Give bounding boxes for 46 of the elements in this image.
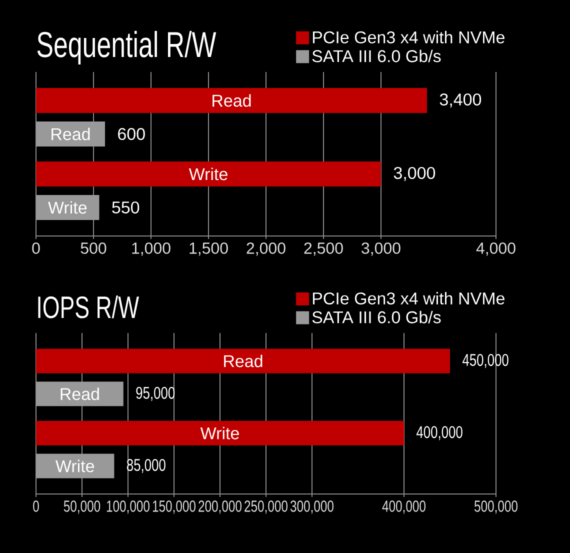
x-tick-label: 3,000 bbox=[362, 242, 400, 256]
legend-label: PCIe Gen3 x4 with NVMe bbox=[312, 292, 504, 305]
y-tick-label: Write bbox=[48, 201, 87, 214]
x-tick-label: 0 bbox=[32, 242, 40, 254]
bar bbox=[36, 420, 404, 446]
bar bbox=[36, 122, 106, 146]
bar bbox=[36, 88, 427, 113]
bar bbox=[36, 454, 114, 478]
x-tick-label: 150,000 bbox=[152, 500, 196, 514]
category-label: Read bbox=[224, 354, 262, 368]
y-tick-label: Write bbox=[56, 460, 94, 472]
chart-title: IOPS R/W bbox=[38, 296, 140, 318]
data-label: 85,000 bbox=[126, 458, 166, 474]
x-tick-label: 1,500 bbox=[190, 242, 228, 256]
bar bbox=[36, 348, 450, 374]
data-label: 400,000 bbox=[416, 426, 462, 440]
legend-label: SATA III 6.0 Gb/s bbox=[312, 50, 441, 62]
bar bbox=[36, 194, 100, 220]
category-label: Read bbox=[212, 94, 251, 107]
bar bbox=[36, 382, 124, 406]
x-tick-label: 50,000 bbox=[64, 500, 100, 514]
legend-label: PCIe Gen3 x4 with NVMe bbox=[312, 30, 504, 44]
data-label: 550 bbox=[112, 201, 140, 214]
x-tick-label: 500 bbox=[80, 242, 106, 254]
category-label: Write bbox=[200, 426, 239, 440]
data-label: 600 bbox=[118, 128, 145, 140]
x-tick-label: 4,000 bbox=[476, 242, 516, 256]
x-tick-label: 0 bbox=[33, 500, 39, 512]
data-label: 3,000 bbox=[394, 166, 436, 181]
data-label: 3,400 bbox=[440, 93, 482, 108]
x-tick-label: 400,000 bbox=[382, 500, 426, 514]
x-tick-label: 500,000 bbox=[474, 500, 518, 514]
x-tick-label: 300,000 bbox=[290, 500, 334, 514]
x-tick-label: 2,000 bbox=[246, 242, 286, 256]
x-tick-label: 200,000 bbox=[198, 500, 242, 514]
data-label: 450,000 bbox=[462, 354, 508, 368]
x-tick-label: 2,500 bbox=[304, 242, 343, 256]
chart-title: Sequential R/W bbox=[37, 30, 216, 64]
data-label: 95,000 bbox=[136, 386, 175, 401]
y-tick-label: Read bbox=[52, 128, 90, 140]
x-tick-label: 250,000 bbox=[244, 500, 288, 514]
x-tick-label: 100,000 bbox=[106, 500, 150, 514]
legend-label: SATA III 6.0 Gb/s bbox=[312, 310, 441, 324]
category-label: Write bbox=[188, 168, 228, 180]
x-tick-label: 1,000 bbox=[132, 242, 170, 256]
bar bbox=[36, 161, 381, 186]
